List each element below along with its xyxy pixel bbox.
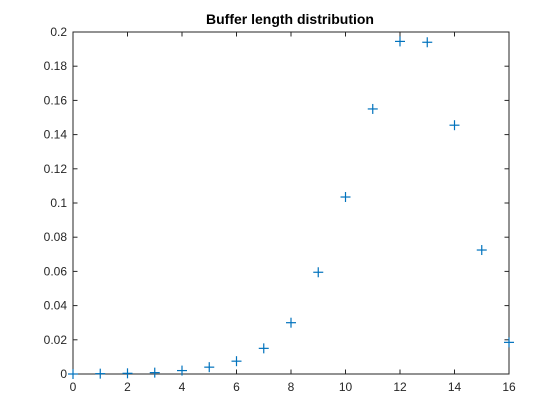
data-point (449, 120, 460, 131)
data-series (68, 36, 514, 379)
y-tick-label: 0.02 (44, 333, 68, 347)
data-point (95, 368, 106, 379)
x-tick-label: 8 (288, 380, 295, 394)
data-point (367, 103, 378, 114)
data-point (258, 343, 269, 354)
x-tick-label: 12 (393, 380, 407, 394)
data-point (204, 362, 215, 373)
data-point (286, 317, 296, 328)
x-tick-label: 2 (124, 380, 131, 394)
data-point (504, 337, 514, 348)
x-tick-label: 10 (339, 380, 353, 394)
y-tick-label: 0.18 (44, 59, 68, 73)
x-tick-label: 4 (179, 380, 186, 394)
y-axis: 0 0.02 0.04 0.06 0.08 0.1 0.12 0.14 0.16 0.18 0.2 (44, 25, 509, 381)
data-point (340, 192, 351, 203)
data-point (149, 367, 160, 378)
x-tick-label: 6 (233, 380, 240, 394)
data-point (395, 36, 405, 47)
y-tick-label: 0.1 (50, 196, 67, 210)
y-tick-label: 0.2 (50, 25, 67, 39)
data-point (68, 369, 78, 379)
y-tick-label: 0.16 (44, 93, 68, 107)
x-tick-label: 0 (70, 380, 77, 394)
y-tick-label: 0.08 (44, 230, 68, 244)
data-point (177, 365, 187, 376)
y-tick-label: 0.06 (44, 264, 68, 278)
x-axis: 0 2 4 6 8 10 12 14 16 (70, 32, 516, 394)
data-point (313, 267, 324, 278)
y-tick-label: 0.14 (44, 128, 68, 142)
y-tick-label: 0.12 (44, 162, 68, 176)
x-tick-label: 14 (448, 380, 462, 394)
data-point (422, 37, 433, 48)
data-point (476, 245, 487, 256)
x-tick-label: 16 (502, 380, 516, 394)
data-point (231, 356, 242, 367)
y-tick-label: 0 (60, 367, 67, 381)
data-point (122, 368, 133, 379)
y-tick-label: 0.04 (44, 299, 68, 313)
chart-title: Buffer length distribution (206, 11, 374, 27)
